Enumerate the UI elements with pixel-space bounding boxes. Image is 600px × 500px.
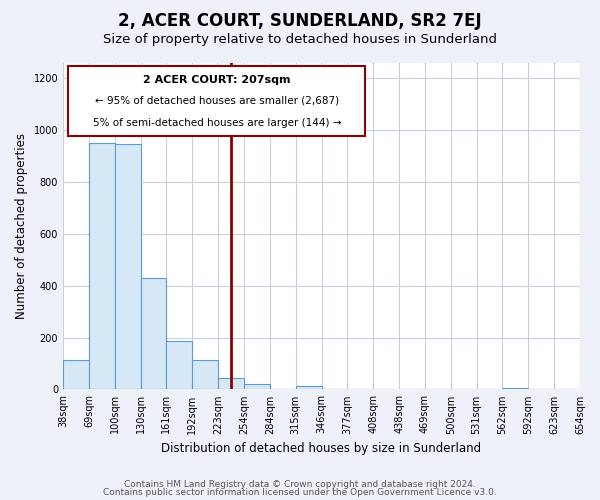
Text: 5% of semi-detached houses are larger (144) →: 5% of semi-detached houses are larger (1… [92, 118, 341, 128]
Y-axis label: Number of detached properties: Number of detached properties [15, 133, 28, 319]
Bar [218, 378, 244, 390]
Bar [140, 278, 166, 390]
Bar [63, 360, 89, 390]
Bar [166, 342, 192, 390]
X-axis label: Distribution of detached houses by size in Sunderland: Distribution of detached houses by size … [161, 442, 482, 455]
Bar [244, 384, 270, 390]
Bar [296, 386, 322, 390]
Text: Size of property relative to detached houses in Sunderland: Size of property relative to detached ho… [103, 32, 497, 46]
Text: 2 ACER COURT: 207sqm: 2 ACER COURT: 207sqm [143, 75, 290, 85]
Text: ← 95% of detached houses are smaller (2,687): ← 95% of detached houses are smaller (2,… [95, 96, 339, 106]
FancyBboxPatch shape [68, 66, 365, 136]
Text: Contains HM Land Registry data © Crown copyright and database right 2024.: Contains HM Land Registry data © Crown c… [124, 480, 476, 489]
Text: 2, ACER COURT, SUNDERLAND, SR2 7EJ: 2, ACER COURT, SUNDERLAND, SR2 7EJ [118, 12, 482, 30]
Bar [192, 360, 218, 390]
Bar [89, 143, 115, 390]
Text: Contains public sector information licensed under the Open Government Licence v3: Contains public sector information licen… [103, 488, 497, 497]
Bar [502, 388, 529, 390]
Bar [115, 144, 140, 390]
